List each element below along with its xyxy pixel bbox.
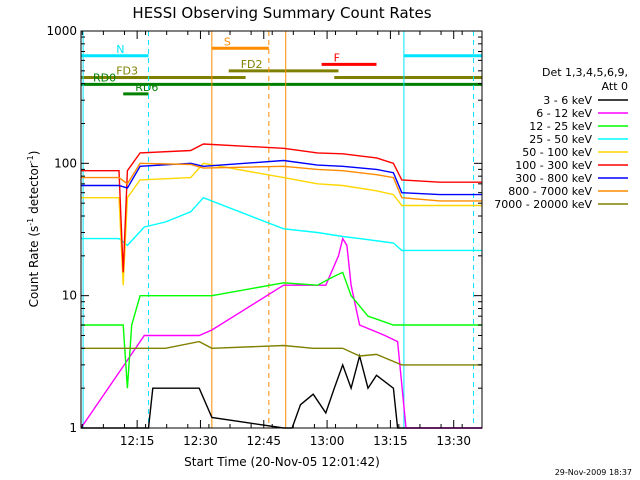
- x-tick-label-3: 12:45: [246, 434, 281, 448]
- flag-label-fd3: FD3: [116, 65, 138, 78]
- series-line-7: [81, 159, 482, 196]
- flag-label-f: F: [334, 51, 340, 64]
- x-tick-label-1: 12:15: [120, 434, 155, 448]
- legend-label-4: 25 - 50 keV: [529, 133, 592, 146]
- flag-label-rd0: RD0: [93, 71, 116, 84]
- axis-ticks: 1 10 100 1000 12:15 12:30 12:45 13:00 13:15 13:30: [46, 24, 482, 448]
- series-line-9: [81, 340, 482, 366]
- flag-label-fd2: FD2: [241, 58, 263, 71]
- time-markers: [82, 31, 475, 428]
- x-tick-label-5: 13:15: [373, 434, 408, 448]
- y-tick-label-1: 1: [69, 421, 77, 435]
- footer-timestamp: 29-Nov-2009 18:37: [555, 468, 632, 477]
- legend-label-8: 800 - 7000 keV: [508, 185, 592, 198]
- x-tick-label-4: 13:00: [310, 434, 345, 448]
- series-line-6: [81, 143, 482, 273]
- y-axis-label-mid: detector: [27, 163, 41, 218]
- series-line-1: [81, 353, 482, 429]
- legend-header-line-1: Det 1,3,4,5,6,9,: [542, 66, 628, 79]
- x-axis-label: Start Time (20-Nov-05 12:01:42): [184, 455, 380, 469]
- legend-label-5: 50 - 100 keV: [522, 146, 592, 159]
- legend-label-6: 100 - 300 keV: [515, 159, 592, 172]
- flag-label-n: N: [116, 43, 124, 56]
- series-line-8: [81, 162, 482, 202]
- series-lines: [80, 143, 482, 429]
- y-tick-label-3: 100: [54, 156, 77, 170]
- y-axis-label: Count Rate (s-1 detector-1): [26, 151, 41, 308]
- y-axis-label-sup-1: -1: [26, 218, 35, 226]
- y-axis-label-sup-2: -1: [26, 155, 35, 163]
- flag-label-rd6: RD6: [135, 81, 158, 94]
- x-tick-label-6: 13:30: [436, 434, 471, 448]
- series-line-2: [80, 236, 482, 429]
- legend-label-1: 3 - 6 keV: [543, 94, 592, 107]
- plot-frame: [80, 30, 483, 429]
- series-line-3: [81, 271, 482, 389]
- x-tick-label-2: 12:30: [183, 434, 218, 448]
- series-line-4: [81, 196, 482, 252]
- legend-label-7: 300 - 800 keV: [515, 172, 592, 185]
- legend-header-line-2: Att 0: [602, 80, 628, 93]
- y-tick-label-4: 1000: [46, 24, 77, 38]
- legend-label-9: 7000 - 20000 keV: [494, 198, 592, 211]
- legend-label-2: 6 - 12 keV: [536, 107, 592, 120]
- y-axis-label-end: ): [27, 151, 41, 156]
- chart-title: HESSI Observing Summary Count Rates: [132, 4, 431, 22]
- y-axis-label-start: Count Rate (s: [27, 226, 41, 308]
- flag-label-s: S: [224, 35, 231, 48]
- series-line-5: [81, 162, 482, 286]
- legend-label-3: 12 - 25 keV: [529, 120, 592, 133]
- y-tick-label-2: 10: [62, 289, 77, 303]
